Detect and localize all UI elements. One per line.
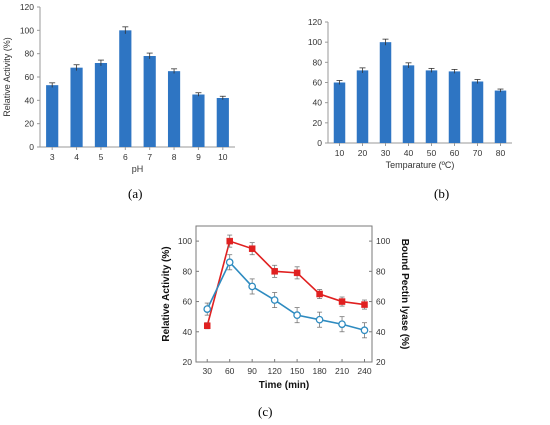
- chart-c-x-axis-title: Time (min): [259, 380, 309, 391]
- chart-b-x-tick-label: 50: [427, 148, 437, 158]
- chart-a-y-tick-label: 40: [25, 95, 35, 105]
- chart-a-bar: [143, 56, 156, 147]
- chart-c-y2-tick-label: 20: [376, 357, 386, 367]
- chart-b-y-tick-label: 0: [317, 138, 322, 148]
- chart-c-plot-frame: [195, 225, 373, 363]
- chart-a-y-tick-label: 0: [29, 142, 34, 152]
- chart-a-ph-activity: 0 20 40 60 80 100 120 3 4 5 6 7 8 9 10 pH Relative Activ…: [2, 2, 235, 174]
- chart-a-x-axis-title: pH: [132, 164, 144, 174]
- chart-b-bar: [356, 70, 369, 143]
- chart-c-y-tick-label: 20: [183, 357, 193, 367]
- chart-c-x-tick-label: 210: [335, 366, 349, 376]
- chart-c-y-tick-label: 60: [183, 297, 193, 307]
- chart-c-series-2-marker: [270, 296, 279, 304]
- chart-a-x-tick-label: 6: [123, 152, 128, 162]
- chart-c-series-2-marker: [248, 282, 257, 291]
- chart-b-bar: [494, 90, 507, 143]
- chart-c-series-2-marker: [293, 311, 301, 320]
- chart-b-y-tick-label: 120: [308, 17, 322, 27]
- chart-c-y2-tick-label: 60: [376, 297, 386, 307]
- chart-c-series-1-line: [206, 240, 365, 326]
- chart-c-series-2-marker: [338, 320, 346, 329]
- chart-a-bar: [46, 85, 59, 147]
- panel-label-b: (b): [434, 186, 450, 201]
- chart-c-x-tick-label: 240: [357, 366, 371, 376]
- chart-c-y-tick-label: 80: [183, 266, 193, 276]
- chart-a-bar: [167, 71, 181, 147]
- chart-c-series-1-marker: [203, 322, 211, 329]
- chart-a-bar: [192, 94, 205, 147]
- chart-b-x-tick-label: 20: [358, 148, 368, 158]
- chart-b-y-tick-label: 20: [313, 118, 323, 128]
- chart-c-time-course: 20 40 60 80 100 20 40 60 80 100 30 60 90 120 150 180 210…: [161, 225, 410, 391]
- chart-a-bar: [70, 67, 83, 147]
- chart-a-x-tick-label: 10: [218, 152, 228, 162]
- panel-label-c: (c): [258, 404, 273, 419]
- chart-a-x-tick-label: 8: [172, 152, 177, 162]
- chart-c-series-2-marker: [225, 258, 234, 267]
- chart-b-y-tick-label: 80: [313, 57, 323, 67]
- chart-c-x-tick-label: 180: [312, 366, 326, 376]
- chart-c-series-1-marker: [316, 290, 323, 298]
- chart-c-y2-tick-label: 80: [376, 266, 386, 276]
- chart-b-x-tick-label: 10: [335, 148, 345, 158]
- chart-a-x-tick-label: 7: [147, 152, 152, 162]
- chart-c-x-tick-label: 90: [247, 366, 257, 376]
- chart-b-bar: [471, 81, 484, 143]
- chart-a-bar: [94, 63, 108, 147]
- chart-c-y-axis-title: Relative Activity (%): [161, 246, 172, 341]
- chart-a-bar: [216, 98, 229, 147]
- chart-a-y-tick-label: 60: [25, 72, 35, 82]
- chart-c-x-tick-label: 120: [268, 366, 282, 376]
- chart-c-series-1-marker: [271, 268, 278, 275]
- chart-a-y-tick-label: 100: [20, 25, 34, 35]
- chart-c-series-1-marker: [248, 245, 256, 252]
- chart-b-x-tick-label: 40: [404, 148, 414, 158]
- chart-b-temperature-activity: 0 20 40 60 80 100 120 10 20 30 40 50 60 70 80 Temparatu…: [308, 17, 512, 170]
- chart-a-x-tick-label: 3: [50, 152, 55, 162]
- chart-b-bar: [402, 65, 415, 143]
- chart-c-x-tick-label: 150: [290, 366, 304, 376]
- chart-c-series-1-marker: [293, 269, 301, 277]
- chart-b-y-tick-label: 100: [308, 37, 322, 47]
- chart-b-y-tick-label: 40: [313, 98, 323, 108]
- chart-c-series-1-marker: [361, 301, 368, 308]
- chart-c-series-1-marker: [226, 237, 233, 245]
- chart-c-y-tick-label: 40: [183, 327, 193, 337]
- chart-c-y-tick-label: 100: [178, 236, 192, 246]
- chart-b-x-axis-title: Temparature (ºC): [386, 160, 455, 170]
- chart-a-y-tick-label: 20: [25, 119, 35, 129]
- chart-c-y2-tick-label: 40: [376, 327, 386, 337]
- chart-c-y2-tick-label: 100: [376, 236, 390, 246]
- chart-a-x-tick-label: 4: [74, 152, 79, 162]
- chart-c-series-2-marker: [315, 315, 324, 324]
- chart-c-y2-axis-title: Bound Pectin lyase (%): [399, 239, 410, 350]
- chart-a-x-tick-label: 9: [196, 152, 201, 162]
- chart-c-x-tick-label: 30: [202, 366, 212, 376]
- chart-b-bar: [379, 42, 392, 143]
- chart-a-x-tick-label: 5: [99, 152, 104, 162]
- chart-b-x-tick-label: 70: [473, 148, 483, 158]
- chart-a-y-axis-title: Relative Activity (%): [2, 37, 12, 117]
- chart-b-x-tick-label: 80: [496, 148, 506, 158]
- chart-a-bar: [119, 30, 132, 147]
- chart-b-x-tick-label: 60: [450, 148, 460, 158]
- chart-b-bar: [333, 82, 346, 143]
- chart-a-y-tick-label: 120: [20, 2, 34, 12]
- chart-c-series-2-marker: [360, 326, 369, 335]
- chart-b-bar: [448, 71, 461, 143]
- chart-c-x-tick-label: 60: [225, 366, 235, 376]
- chart-b-bar: [425, 70, 438, 143]
- chart-b-y-tick-label: 60: [313, 78, 323, 88]
- chart-c-series-1-marker: [338, 298, 346, 305]
- chart-a-y-tick-label: 80: [25, 49, 35, 59]
- chart-b-x-tick-label: 30: [381, 148, 391, 158]
- panel-label-a: (a): [128, 186, 143, 201]
- chart-c-series-2-marker: [203, 305, 212, 313]
